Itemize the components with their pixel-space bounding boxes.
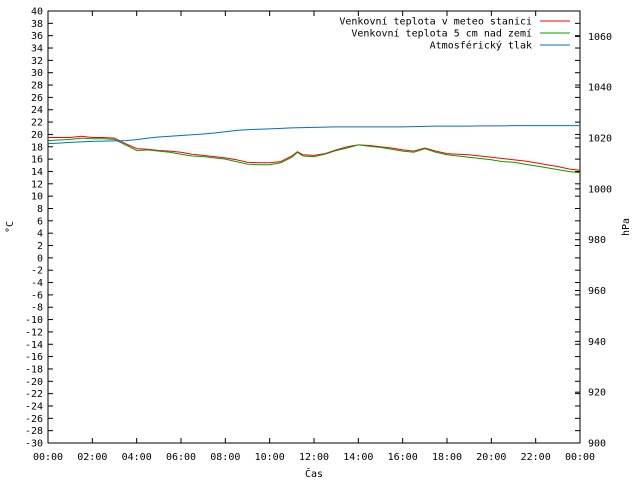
y-tick-label: 24: [31, 105, 43, 116]
right-axis-ticks: 1060 1040 1020 1000 980 960 940 920 900: [575, 32, 612, 450]
y-tick-label: -2: [31, 266, 43, 277]
x-tick-label: 22:00: [521, 452, 551, 463]
series-line-1: [48, 135, 581, 171]
y2-tick-label: 980: [588, 235, 606, 246]
y-tick-label: 28: [31, 81, 43, 92]
y2-tick-label: 1000: [588, 184, 612, 195]
y-tick-label: -24: [25, 401, 43, 412]
y-tick-label: 16: [31, 155, 43, 166]
y-tick-label: 30: [31, 68, 43, 79]
x-tick-label: 12:00: [299, 452, 329, 463]
y-tick-label: 2: [37, 241, 43, 252]
legend-label: Venkovní teplota v meteo stanici: [339, 16, 532, 28]
y-tick-label: -12: [25, 327, 43, 338]
y-tick-label: -6: [31, 290, 43, 301]
y-tick-label: 32: [31, 56, 43, 67]
series-line-3: [47, 125, 580, 145]
plot-frame: [47, 10, 581, 444]
y2-tick-label: 940: [588, 337, 606, 348]
y-tick-label: 12: [31, 179, 43, 190]
x-tick-label: 00:00: [33, 452, 63, 463]
x-tick-label: 06:00: [166, 452, 196, 463]
x-tick-label: 14:00: [343, 452, 373, 463]
x-axis-label: Čas: [305, 467, 323, 480]
y-tick-label: -20: [25, 377, 43, 388]
y-tick-label: 8: [37, 204, 43, 215]
y-tick-label: -14: [25, 340, 43, 351]
y-tick-label: 0: [37, 253, 43, 264]
legend-label: Atmosférický tlak: [430, 40, 532, 52]
x-axis-ticks: 00:00 02:00 04:00 06:00 08:00 10:00 12:00 14:00…: [33, 11, 595, 463]
y-tick-label: 10: [31, 192, 43, 203]
x-tick-label: 18:00: [432, 452, 462, 463]
series-line-2: [47, 137, 581, 174]
y-tick-label: 18: [31, 142, 43, 153]
y-tick-label: 40: [31, 7, 43, 18]
y-tick-label: 38: [31, 19, 43, 30]
x-tick-label: 02:00: [77, 452, 107, 463]
y-tick-label: -26: [25, 414, 43, 425]
x-tick-label: 16:00: [388, 452, 418, 463]
y-tick-label: -30: [25, 439, 43, 450]
y-tick-label: -22: [25, 389, 43, 400]
left-axis-ticks: 4038363432302826242220181614121086420-2-…: [25, 7, 580, 450]
y2-tick-label: 1040: [588, 83, 612, 94]
y-tick-label: -16: [25, 352, 43, 363]
y-tick-label: 6: [37, 216, 43, 227]
y-tick-label: -28: [25, 426, 43, 437]
x-tick-label: 00:00: [565, 452, 595, 463]
y-tick-label: 4: [37, 229, 43, 240]
y2-tick-label: 900: [588, 439, 606, 450]
y-tick-label: -4: [31, 278, 43, 289]
x-tick-label: 04:00: [122, 452, 152, 463]
y-tick-label: -8: [31, 303, 43, 314]
y-tick-label: 26: [31, 93, 43, 104]
y-tick-label: 22: [31, 118, 43, 129]
y-axis-label: °C: [5, 221, 16, 233]
y2-axis-label: hPa: [621, 218, 632, 236]
x-tick-label: 20:00: [476, 452, 506, 463]
x-tick-label: 08:00: [210, 452, 240, 463]
y-tick-label: 14: [31, 167, 43, 178]
y-tick-label: 34: [31, 44, 43, 55]
y2-tick-label: 1060: [588, 32, 612, 43]
series-layer: [47, 125, 581, 174]
y2-tick-label: 960: [588, 286, 606, 297]
y-tick-label: -10: [25, 315, 43, 326]
legend-label: Venkovní teplota 5 cm nad zemí: [351, 28, 532, 40]
y2-tick-label: 920: [588, 388, 606, 399]
x-tick-label: 10:00: [255, 452, 285, 463]
y-tick-label: 36: [31, 31, 43, 42]
y-tick-label: 20: [31, 130, 43, 141]
y2-tick-label: 1020: [588, 134, 612, 145]
y-tick-label: -18: [25, 364, 43, 375]
legend: Venkovní teplota v meteo staniciVenkovní…: [339, 16, 570, 52]
